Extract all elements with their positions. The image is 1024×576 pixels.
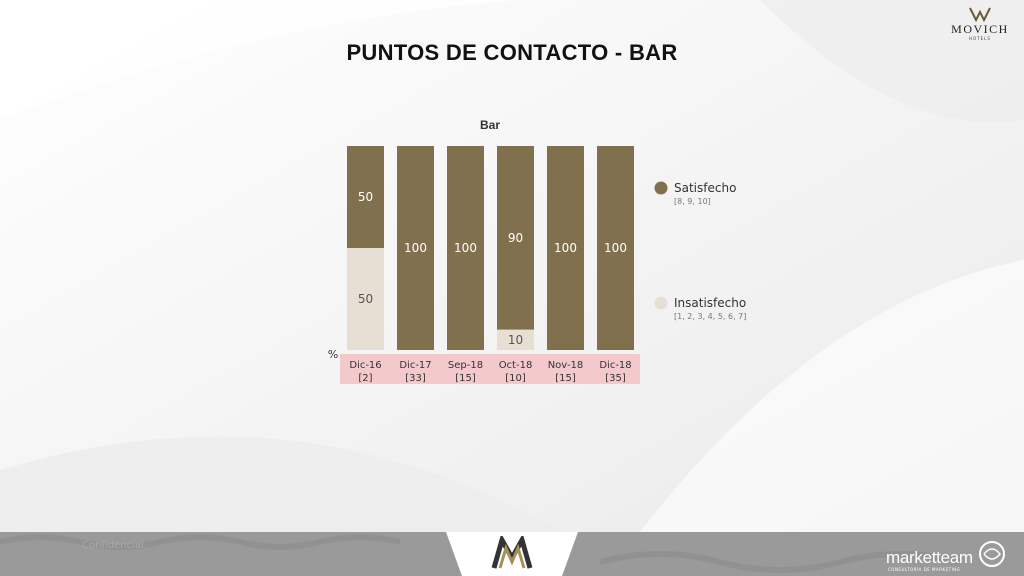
x-tick-base: [33] bbox=[405, 373, 426, 384]
bar-segment-satisfecho bbox=[447, 146, 484, 350]
x-tick-label: Dic-17 bbox=[399, 360, 431, 371]
x-tick-base: [35] bbox=[605, 373, 626, 384]
data-label: 50 bbox=[358, 292, 373, 306]
x-tick-base: [2] bbox=[358, 373, 372, 384]
movich-logo-icon bbox=[969, 7, 991, 23]
movich-footer-logo-icon bbox=[491, 536, 533, 569]
x-tick-base: [15] bbox=[455, 373, 476, 384]
legend-note: [8, 9, 10] bbox=[674, 197, 711, 206]
brand-sub: HOTELS bbox=[969, 36, 991, 41]
chart-title: Bar bbox=[480, 118, 500, 132]
data-label: 90 bbox=[508, 231, 523, 245]
bar-segment-satisfecho bbox=[397, 146, 434, 350]
agency-emblem-icon bbox=[979, 541, 1005, 567]
agency-brand: marketteam bbox=[886, 548, 973, 567]
legend-label: Satisfecho bbox=[674, 181, 736, 195]
x-axis-band bbox=[340, 354, 640, 384]
legend-swatch-satisfecho bbox=[654, 181, 668, 195]
legend-swatch-insatisfecho bbox=[654, 296, 668, 310]
data-label: 100 bbox=[454, 241, 477, 255]
x-tick-label: Oct-18 bbox=[499, 360, 533, 371]
data-label: 50 bbox=[358, 190, 373, 204]
legend-note: [1, 2, 3, 4, 5, 6, 7] bbox=[674, 312, 746, 321]
page-number: 17 bbox=[28, 540, 41, 551]
x-tick-label: Dic-18 bbox=[599, 360, 631, 371]
bar-segment-satisfecho bbox=[597, 146, 634, 350]
bar-segment-satisfecho bbox=[347, 146, 384, 248]
bar-segment-satisfecho bbox=[497, 146, 534, 330]
brand-name: MOVICH bbox=[951, 22, 1009, 36]
x-tick-label: Nov-18 bbox=[548, 360, 584, 371]
data-label: 100 bbox=[604, 241, 627, 255]
page-title: PUNTOS DE CONTACTO - BAR bbox=[346, 40, 678, 65]
footer-label: Confidencial bbox=[82, 540, 144, 551]
x-tick-label: Dic-16 bbox=[349, 360, 381, 371]
agency-sub: CONSULTORÍA DE MARKETING bbox=[888, 567, 961, 572]
x-tick-base: [10] bbox=[505, 373, 526, 384]
data-label: 10 bbox=[508, 333, 523, 347]
bar-segment-insatisfecho bbox=[347, 248, 384, 350]
data-label: 100 bbox=[554, 241, 577, 255]
unit-label: % bbox=[328, 348, 338, 361]
x-tick-base: [15] bbox=[555, 373, 576, 384]
data-label: 100 bbox=[404, 241, 427, 255]
x-tick-label: Sep-18 bbox=[448, 360, 483, 371]
bar-segment-satisfecho bbox=[547, 146, 584, 350]
legend-label: Insatisfecho bbox=[674, 296, 746, 310]
bar-segment-insatisfecho bbox=[497, 329, 534, 350]
